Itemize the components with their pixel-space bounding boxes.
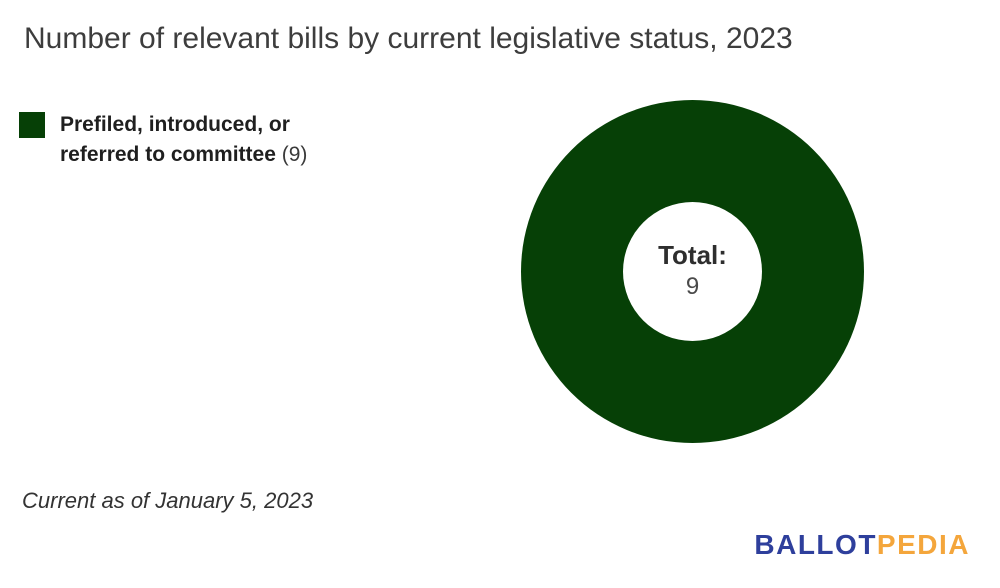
logo-ballot-text: BALLOT — [754, 529, 877, 560]
legend-label: Prefiled, introduced, or referred to com… — [60, 113, 290, 166]
chart-legend: Prefiled, introduced, or referred to com… — [19, 110, 350, 170]
footer-note: Current as of January 5, 2023 — [22, 488, 314, 513]
donut-center-value: 9 — [685, 273, 700, 301]
donut-center-label: Total: — [658, 239, 727, 270]
legend-count: (9) — [281, 143, 308, 166]
logo-pedia-text: PEDIA — [876, 529, 970, 560]
chart-title: Number of relevant bills by current legi… — [24, 22, 793, 55]
donut-hole: Total: 9 — [623, 202, 762, 341]
donut-chart: Total: 9 — [521, 100, 864, 443]
legend-item[interactable]: Prefiled, introduced, or referred to com… — [19, 110, 350, 170]
legend-text: Prefiled, introduced, or referred to com… — [60, 110, 350, 170]
ballotpedia-logo: BALLOTPEDIA — [754, 529, 970, 561]
legend-swatch-icon — [19, 112, 45, 138]
